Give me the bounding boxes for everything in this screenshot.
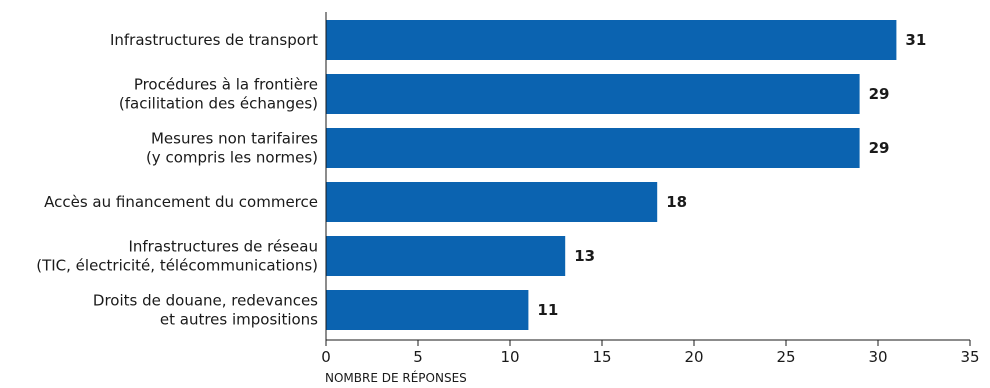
category-label: Accès au financement du commerce	[44, 193, 318, 211]
category-label: Infrastructures de transport	[110, 31, 318, 49]
category-label: Infrastructures de réseau (TIC, électrici…	[36, 238, 318, 275]
x-tick-label: 0	[321, 348, 331, 366]
x-tick-label: 10	[500, 348, 519, 366]
x-tick-label: 25	[776, 348, 795, 366]
bar	[326, 20, 897, 60]
bars-layer	[326, 20, 897, 330]
category-label: Droits de douane, redevances et autres im…	[93, 292, 318, 329]
x-tick-label: 15	[592, 348, 611, 366]
bar	[326, 74, 860, 114]
bar-value-label: 13	[574, 247, 595, 265]
category-label: Procédures à la frontière (facilitation d…	[119, 76, 318, 113]
value-labels: 31 29 29 18 13 11	[537, 31, 926, 319]
x-tick-label: 35	[960, 348, 979, 366]
bar	[326, 236, 566, 276]
category-label: Mesures non tarifaires (y compris les nor…	[146, 130, 318, 167]
bar-value-label: 11	[537, 301, 558, 319]
bar-value-label: 31	[905, 31, 926, 49]
bar	[326, 128, 860, 168]
axes: 0 5 10 15 20 25 30 35	[321, 12, 980, 366]
bar	[326, 290, 529, 330]
bar-value-label: 29	[869, 85, 890, 103]
category-labels: Infrastructures de transport Procédures à…	[36, 31, 318, 329]
bar-value-label: 29	[869, 139, 890, 157]
x-axis-title: NOMBRE DE RÉPONSES	[325, 370, 467, 384]
bar	[326, 182, 658, 222]
x-tick-label: 30	[868, 348, 887, 366]
x-tick-label: 20	[684, 348, 703, 366]
x-tick-label: 5	[413, 348, 423, 366]
bar-value-label: 18	[666, 193, 687, 211]
